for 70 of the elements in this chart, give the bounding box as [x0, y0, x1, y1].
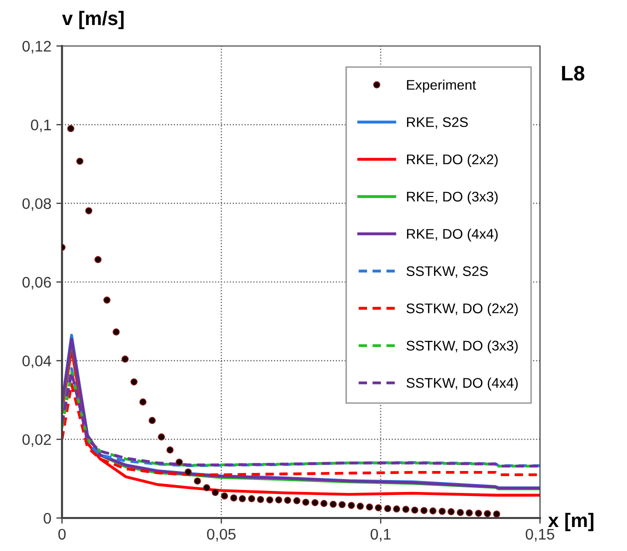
point — [420, 506, 428, 514]
point — [311, 499, 319, 506]
x-tick-label: 0,1 — [370, 528, 391, 542]
point — [256, 496, 264, 504]
y-tick-label: 0 — [44, 512, 51, 524]
legend-label: SSTKW, DO (2x2) — [406, 303, 518, 316]
y-tick-label: 0,1 — [30, 120, 51, 132]
point — [366, 503, 374, 511]
legend-label: SSTKW, DO (3x3) — [406, 340, 518, 354]
point — [166, 446, 174, 454]
point — [85, 207, 92, 214]
point — [429, 507, 436, 514]
point — [402, 506, 410, 513]
point — [330, 500, 337, 508]
point — [448, 508, 455, 516]
point — [248, 495, 256, 502]
legend-label: SSTKW, DO (4x4) — [406, 378, 518, 391]
point — [176, 458, 183, 466]
legend-label: Experiment — [407, 80, 476, 93]
point — [238, 495, 246, 502]
point — [122, 356, 129, 363]
y-tick-label: 0,12 — [22, 40, 51, 54]
legend-label: RKE, DO (4x4) — [407, 228, 498, 242]
point — [456, 508, 464, 516]
legend-label: RKE, DO (3x3) — [407, 191, 498, 204]
point — [94, 256, 102, 264]
point — [266, 496, 274, 504]
point — [411, 506, 418, 514]
x-tick-label: 0 — [58, 528, 66, 540]
y-tick-label: 0,08 — [22, 198, 51, 211]
point — [320, 500, 328, 507]
point — [484, 510, 491, 518]
point — [158, 433, 165, 441]
point — [184, 468, 192, 476]
point — [220, 492, 228, 500]
point — [275, 496, 282, 504]
legend-label: RKE, DO (2x2) — [407, 154, 498, 168]
text: L8 — [562, 66, 584, 81]
point — [130, 378, 138, 386]
legend-label: SSTKW, S2S — [406, 266, 488, 278]
point — [438, 508, 446, 515]
y-axis-title: v [m/s] — [62, 10, 124, 30]
point — [103, 296, 110, 304]
point — [393, 505, 400, 512]
point — [356, 502, 364, 510]
point — [384, 505, 392, 512]
point — [76, 158, 84, 165]
point — [348, 502, 355, 509]
point — [374, 504, 382, 512]
point — [194, 477, 201, 485]
point — [338, 501, 346, 508]
point — [466, 509, 473, 516]
y-tick-label: 0,04 — [22, 356, 52, 368]
point — [112, 328, 120, 336]
point — [474, 510, 482, 517]
y-tick-label: 0,02 — [22, 434, 51, 447]
x-tick-label: 0,05 — [207, 528, 236, 542]
y-tick-label: 0,06 — [22, 276, 51, 290]
point — [284, 496, 292, 504]
point — [212, 488, 219, 496]
point — [148, 416, 156, 424]
point — [139, 398, 146, 406]
point — [230, 494, 238, 502]
point — [293, 497, 300, 504]
legend-label: RKE, S2S — [407, 117, 468, 129]
x-tick-label: 0,15 — [526, 528, 554, 542]
point — [203, 484, 210, 492]
point — [493, 510, 500, 518]
point — [302, 498, 310, 506]
point — [67, 125, 74, 132]
